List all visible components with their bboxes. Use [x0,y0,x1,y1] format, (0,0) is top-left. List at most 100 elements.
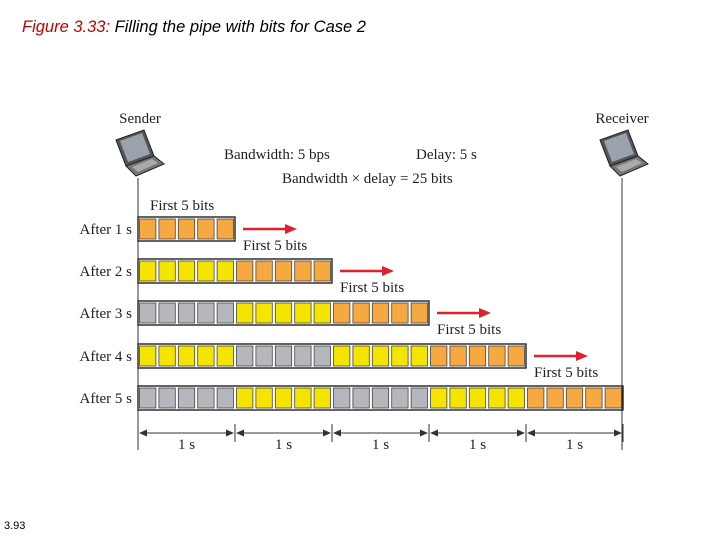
bit-cell [274,387,293,409]
arrow-head [285,224,297,234]
bit-cell [216,302,234,324]
bit-cell [294,387,312,409]
bit-cell [294,260,312,282]
bit-cell [197,260,215,282]
pipe-row: After 3 s First 5 bits [80,300,501,338]
row-label: After 1 s [80,222,133,238]
row-label: After 5 s [80,391,133,407]
bit-cell [546,387,564,409]
bit-cell [371,387,390,409]
bit-cell [604,387,622,409]
receiver-label: Receiver [595,111,648,127]
sender-laptop-icon [115,129,165,177]
pipe-frame [137,216,236,242]
bit-cell [449,387,467,409]
bit-cell [468,387,487,409]
bit-cell [585,387,603,409]
bit-cell [527,387,545,409]
first-bits-label: First 5 bits [243,238,307,254]
pipe-frame [137,258,333,284]
bit-cell [410,387,428,409]
bit-cell [333,387,351,409]
bit-cell [139,218,157,240]
time-interval: 1 s [139,424,236,453]
pipe-row: After 4 s First 5 bits [80,343,598,381]
bit-cell [352,387,370,409]
bit-cell [313,260,331,282]
bit-cell [313,345,331,367]
interval-label: 1 s [372,437,389,453]
slide-number: 3.93 [4,520,26,532]
time-interval: 1 s [527,424,624,453]
bit-cell [177,218,196,240]
sender-label: Sender [119,111,161,127]
row-label: After 3 s [80,306,133,322]
bit-cell [507,345,525,367]
time-interval: 1 s [333,424,430,453]
bit-cell [371,302,390,324]
bit-cell [139,260,157,282]
bit-cell [177,345,196,367]
bit-cell [391,387,409,409]
bit-cell [177,387,196,409]
bit-cell [197,302,215,324]
bit-cell [391,345,409,367]
first-bits-label: First 5 bits [437,322,501,338]
time-interval: 1 s [236,424,333,453]
bit-cell [216,345,234,367]
pipe-frame [137,300,430,326]
bit-cell [139,387,157,409]
bit-cell [565,387,584,409]
interval-label: 1 s [275,437,292,453]
bit-cell [274,302,293,324]
interval-label: 1 s [469,437,486,453]
bit-cell [352,302,370,324]
bit-cell [352,345,370,367]
bit-cell [274,260,293,282]
bit-cell [216,260,234,282]
first-bits-label: First 5 bits [340,280,404,296]
bit-cell [333,302,351,324]
bandwidth-delay-product: Bandwidth × delay = 25 bits [282,171,453,187]
bit-cell [507,387,525,409]
pipe-row: After 5 s [80,385,624,411]
pipe-row: After 1 s First 5 bits First 5 bits [80,198,308,254]
bit-cell [158,345,176,367]
bit-cell [216,387,234,409]
figure-number: Figure 3.33: [22,18,111,36]
pipe-row: After 2 s First 5 bits [80,258,404,296]
bit-cell [177,260,196,282]
bit-cell [255,260,273,282]
bit-cell [158,387,176,409]
bit-cell [488,345,506,367]
arrow-head [479,308,491,318]
bit-cell [197,345,215,367]
bit-cell [410,302,428,324]
bit-cell [236,260,254,282]
first-bits-label: First 5 bits [150,198,214,214]
bit-cell [197,218,215,240]
bit-cell [236,302,254,324]
bit-cell [294,302,312,324]
bit-cell [236,387,254,409]
bit-cell [255,302,273,324]
interval-label: 1 s [178,437,195,453]
bit-cell [255,387,273,409]
bit-cell [430,345,448,367]
bit-cell [430,387,448,409]
bit-cell [410,345,428,367]
figure-caption: Filling the pipe with bits for Case 2 [114,18,366,36]
arrow-head [382,266,394,276]
bit-cell [177,302,196,324]
time-interval: 1 s [430,424,527,453]
bit-cell [139,302,157,324]
bit-cell [274,345,293,367]
bit-cell [333,345,351,367]
bit-cell [197,387,215,409]
row-label: After 2 s [80,264,133,280]
bit-cell [158,218,176,240]
bandwidth-text: Bandwidth: 5 bps [224,147,330,163]
bit-cell [371,345,390,367]
